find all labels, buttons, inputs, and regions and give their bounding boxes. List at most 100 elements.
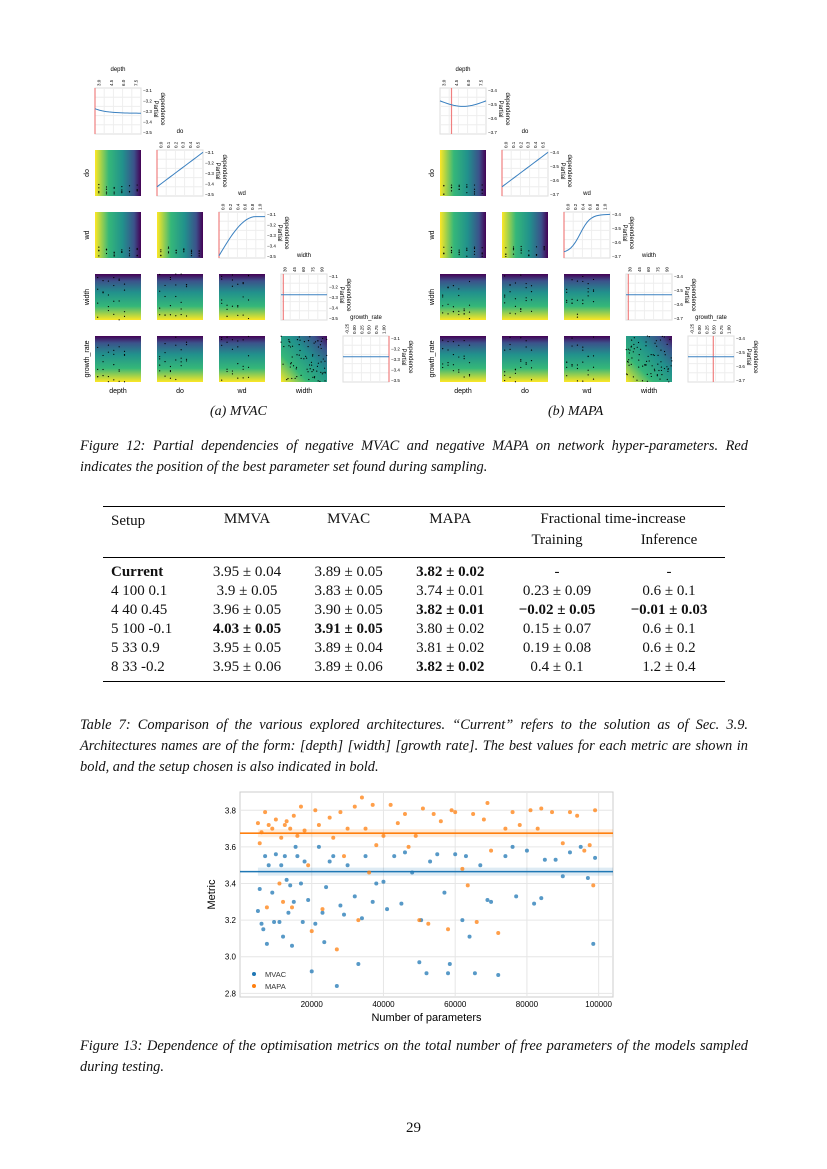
corner-plot-1: depth 3.0 4.5 6.0 7.5 −3.4 −3.5 −3.6 −3.7 Partial… [429, 67, 758, 395]
table-cell: 0.23 ± 0.09 [522, 583, 592, 599]
data-point [277, 919, 282, 924]
data-point [560, 841, 565, 846]
data-point [290, 943, 295, 948]
data-point [300, 919, 305, 924]
data-point [510, 810, 515, 815]
pd-axis-label: dependence [628, 216, 634, 250]
tick-label: 60 [301, 266, 306, 272]
tick-label: 75 [655, 266, 660, 272]
tick-label: −3.5 [674, 288, 683, 293]
table-cell: 0.6 ± 0.1 [642, 583, 696, 599]
data-point [338, 810, 343, 815]
tick-label: −3.3 [205, 171, 214, 176]
tick-label: 45 [292, 266, 297, 272]
table-cell: 3.90 ± 0.05 [314, 602, 383, 618]
data-point [255, 908, 260, 913]
contour-plot [564, 336, 610, 382]
tick-label: −3.1 [329, 274, 338, 279]
param-label: wd [582, 388, 592, 395]
tick-label: 0.25 [359, 325, 364, 334]
data-point [406, 844, 411, 849]
contour-plot [502, 212, 548, 258]
tick-label: −3.5 [205, 192, 214, 197]
contour-plot [157, 212, 203, 258]
table-cell: 3.91 ± 0.05 [314, 621, 383, 637]
table-cell: 5 100 -0.1 [111, 621, 173, 637]
tick-label: −3.5 [391, 378, 400, 383]
tick-label: 0.6 [588, 203, 593, 210]
tick-label: -0.25 [345, 323, 350, 334]
table-cell: 8 33 -0.2 [111, 659, 165, 675]
table-cell: 0.6 ± 0.2 [642, 640, 696, 656]
tick-label: 0.6 [243, 203, 248, 210]
data-point [535, 826, 540, 831]
data-point [290, 905, 295, 910]
data-point [295, 833, 300, 838]
tick-label: −3.1 [205, 150, 214, 155]
tick-label: −3.1 [391, 336, 400, 341]
contour-plot [95, 150, 141, 196]
figure-13-scatter: 20000 40000 60000 80000 100000 2.8 3.0 3.2 3.4 3.… [206, 791, 614, 1024]
data-point [449, 808, 454, 813]
subcaption-b: (b) MAPA [548, 404, 604, 419]
pd-curve [156, 151, 204, 188]
data-point [291, 813, 296, 818]
data-point [591, 941, 596, 946]
data-point [255, 821, 260, 826]
param-label: depth [455, 67, 470, 73]
table-row: 4 100 0.1 3.9 ± 0.05 3.83 ± 0.05 3.74 ± 0.0… [103, 582, 725, 601]
table-cell: −0.02 ± 0.05 [518, 602, 596, 618]
tick-label: 0.75 [374, 325, 379, 334]
tick-label: −3.2 [205, 161, 214, 166]
data-point [266, 822, 271, 827]
tick-label: 0.3 [526, 141, 531, 148]
data-point [528, 808, 533, 813]
data-point [324, 885, 329, 890]
param-label: growth_rate [350, 315, 382, 321]
param-label: do [176, 388, 184, 395]
x-tick-label: 60000 [444, 1000, 467, 1009]
table-row: Current 3.95 ± 0.04 3.89 ± 0.05 3.82 ± 0.02… [103, 558, 725, 583]
page-number: 29 [406, 1120, 421, 1136]
data-point [388, 802, 393, 807]
data-point [514, 894, 519, 899]
table-cell: 3.80 ± 0.02 [416, 621, 485, 637]
legend-marker [252, 972, 256, 976]
pd-plot [342, 335, 390, 383]
data-point [320, 910, 325, 915]
data-point [370, 899, 375, 904]
pd-plot [563, 211, 611, 259]
data-point [593, 855, 598, 860]
data-point [273, 852, 278, 857]
pd-axis-label: Partial [152, 100, 158, 117]
data-point [496, 973, 501, 978]
subcaption-a: (a) MVAC [210, 404, 267, 419]
param-label: growth_rate [429, 340, 436, 377]
table-cell: 5 33 0.9 [111, 640, 160, 656]
data-point [402, 811, 407, 816]
y-axis-label: Metric [206, 879, 218, 909]
tick-label: 6.0 [121, 79, 126, 86]
data-point [261, 927, 266, 932]
figure-12-caption: Figure 12: Partial dependencies of negat… [80, 438, 748, 475]
tick-label: −3.5 [329, 316, 338, 321]
data-point [446, 971, 451, 976]
pd-axis-label: Partial [559, 162, 565, 179]
data-point [478, 863, 483, 868]
table-cell: 3.89 ± 0.05 [314, 564, 383, 580]
param-label: depth [109, 388, 127, 395]
pd-curve [501, 151, 549, 188]
data-point [284, 877, 289, 882]
contour-plot [502, 336, 548, 382]
data-point [489, 899, 494, 904]
y-tick-label: 3.8 [225, 806, 237, 815]
pd-axis-label: Partial [683, 286, 689, 303]
tick-label: −3.4 [267, 244, 276, 249]
data-point [342, 912, 347, 917]
data-point [417, 960, 422, 965]
tick-label: −3.2 [143, 99, 152, 104]
data-point [279, 863, 284, 868]
pd-curve [218, 216, 265, 256]
y-tick-label: 3.4 [225, 880, 237, 889]
